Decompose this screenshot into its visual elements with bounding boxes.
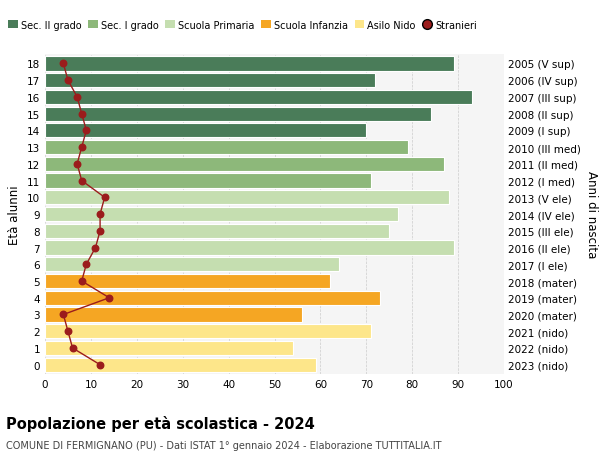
Point <box>59 311 68 319</box>
Bar <box>45 291 380 305</box>
Bar <box>45 274 329 289</box>
Point <box>77 111 86 118</box>
Point <box>91 244 100 252</box>
Y-axis label: Anni di nascita: Anni di nascita <box>585 171 598 258</box>
Text: Popolazione per età scolastica - 2024: Popolazione per età scolastica - 2024 <box>6 415 315 431</box>
Bar <box>45 207 398 222</box>
Bar <box>45 140 407 155</box>
Legend: Sec. II grado, Sec. I grado, Scuola Primaria, Scuola Infanzia, Asilo Nido, Stran: Sec. II grado, Sec. I grado, Scuola Prim… <box>4 17 481 34</box>
Bar <box>45 257 339 272</box>
Point <box>95 361 105 369</box>
Point <box>68 345 77 352</box>
Point <box>77 278 86 285</box>
Bar <box>45 157 445 172</box>
Bar <box>45 191 449 205</box>
Y-axis label: Età alunni: Età alunni <box>8 185 22 244</box>
Bar <box>45 341 293 355</box>
Point <box>104 294 114 302</box>
Bar <box>45 57 454 71</box>
Bar <box>45 124 366 138</box>
Bar <box>45 325 371 339</box>
Point <box>59 61 68 68</box>
Point <box>77 178 86 185</box>
Point <box>73 94 82 101</box>
Bar <box>45 308 302 322</box>
Bar <box>45 90 472 105</box>
Bar <box>45 74 376 88</box>
Point <box>100 194 109 202</box>
Point <box>95 228 105 235</box>
Point <box>63 77 73 84</box>
Bar <box>45 241 454 255</box>
Point <box>63 328 73 335</box>
Bar <box>45 107 431 122</box>
Bar <box>45 224 389 238</box>
Point <box>82 128 91 135</box>
Point <box>73 161 82 168</box>
Point <box>95 211 105 218</box>
Point <box>82 261 91 269</box>
Bar <box>45 174 371 188</box>
Bar <box>45 358 316 372</box>
Point <box>77 144 86 151</box>
Text: COMUNE DI FERMIGNANO (PU) - Dati ISTAT 1° gennaio 2024 - Elaborazione TUTTITALIA: COMUNE DI FERMIGNANO (PU) - Dati ISTAT 1… <box>6 440 442 450</box>
